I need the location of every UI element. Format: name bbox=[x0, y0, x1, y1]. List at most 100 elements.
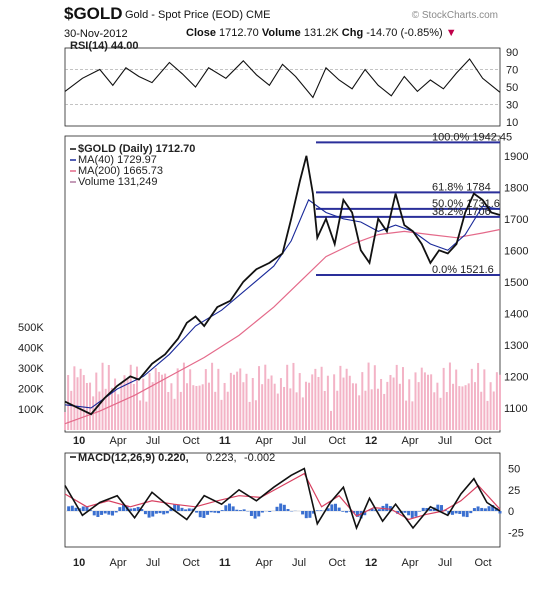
volume-bar bbox=[442, 367, 445, 430]
macd-histogram-bar bbox=[334, 503, 338, 511]
volume-bar bbox=[95, 372, 98, 430]
macd-histogram-bar bbox=[143, 511, 147, 515]
volume-bar bbox=[204, 369, 207, 430]
volume-bar bbox=[330, 410, 333, 430]
macd-panel: -25 0 25 50 MACD(12,26,9) 0.220, 0.223, -0.002… bbox=[64, 452, 524, 569]
volume-bar bbox=[423, 372, 426, 430]
volume-bar bbox=[467, 383, 470, 430]
macd-histogram-bar bbox=[355, 511, 359, 517]
volume-bar bbox=[461, 386, 464, 430]
volume-bar bbox=[145, 401, 148, 430]
macd-histogram-bar bbox=[209, 511, 213, 513]
volume-bar bbox=[364, 390, 367, 430]
macd-histogram-bar bbox=[268, 511, 272, 512]
close-value: 1712.70 bbox=[219, 27, 259, 39]
macd-histogram-bar bbox=[74, 507, 78, 511]
macd-histogram-bar bbox=[385, 503, 389, 511]
volume-tick-label: 400K bbox=[18, 343, 44, 355]
macd-x-tick-label: Apr bbox=[256, 557, 273, 569]
macd-histogram-bar bbox=[140, 509, 144, 511]
macd-x-tick-label: Jul bbox=[438, 557, 452, 569]
price-x-tick-label: 11 bbox=[219, 435, 231, 447]
macd-histogram-bar bbox=[476, 506, 480, 511]
macd-histogram-bar bbox=[260, 511, 264, 513]
macd-histogram-bar bbox=[235, 509, 239, 511]
volume-bar bbox=[339, 365, 342, 430]
chart-header: $GOLD Gold - Spot Price (EOD) CME © Stoc… bbox=[0, 0, 554, 44]
rsi-line bbox=[64, 58, 501, 99]
volume-bar bbox=[283, 386, 286, 430]
volume-bar bbox=[439, 397, 442, 430]
macd-histogram-bar bbox=[469, 511, 473, 514]
macd-histogram-bar bbox=[377, 509, 381, 511]
symbol-title[interactable]: $GOLD bbox=[64, 4, 123, 23]
volume-bar bbox=[167, 392, 170, 430]
volume-bar bbox=[477, 362, 480, 430]
price-tick-label: 1600 bbox=[504, 245, 528, 257]
macd-histogram-bar bbox=[165, 511, 169, 514]
volume-bar bbox=[401, 367, 404, 430]
macd-histogram-bar bbox=[96, 511, 100, 517]
volume-bar bbox=[270, 375, 273, 430]
macd-histogram-bar bbox=[224, 505, 228, 511]
price-x-tick-label: 10 bbox=[73, 435, 85, 447]
macd-histogram-bar bbox=[279, 503, 283, 511]
volume-bar bbox=[455, 369, 458, 430]
fib-level-label: 38.2% 1706 bbox=[432, 206, 491, 218]
volume-bar bbox=[445, 392, 448, 430]
macd-tick-label: 0 bbox=[508, 506, 514, 518]
volume-bar bbox=[73, 366, 76, 430]
volume-bar bbox=[189, 369, 192, 430]
macd-histogram-bar bbox=[465, 511, 469, 518]
macd-histogram-bar bbox=[184, 509, 188, 511]
macd-x-tick-label: Apr bbox=[110, 557, 127, 569]
macd-histogram-bar bbox=[147, 511, 151, 518]
volume-bar bbox=[314, 368, 317, 430]
macd-histogram-bar bbox=[151, 511, 155, 517]
macd-histogram-bar bbox=[92, 511, 96, 516]
symbol-description: Gold - Spot Price (EOD) CME bbox=[125, 9, 271, 21]
macd-histogram-bar bbox=[312, 511, 316, 514]
volume-bar bbox=[217, 368, 220, 430]
volume-bar bbox=[361, 372, 364, 430]
macd-histogram-bar bbox=[67, 506, 71, 511]
macd-x-tick-label: Apr bbox=[402, 557, 419, 569]
macd-histogram-bar bbox=[418, 511, 422, 512]
volume-bar bbox=[276, 393, 279, 430]
price-legend-entry: Volume 131,249 bbox=[78, 176, 158, 188]
macd-histogram-bar bbox=[344, 511, 348, 513]
volume-bar bbox=[126, 378, 129, 430]
volume-bar bbox=[151, 382, 154, 430]
volume-bar bbox=[323, 390, 326, 430]
volume-bar bbox=[367, 362, 370, 430]
volume-bar bbox=[333, 374, 336, 430]
macd-histogram-bar bbox=[421, 507, 425, 511]
volume-bar bbox=[298, 373, 301, 430]
macd-x-tick-label: Oct bbox=[183, 557, 200, 569]
volume-bar bbox=[164, 373, 167, 430]
volume-bar bbox=[192, 385, 195, 430]
volume-bar bbox=[117, 394, 120, 430]
price-tick-label: 1500 bbox=[504, 277, 528, 289]
volume-bar bbox=[483, 369, 486, 430]
macd-histogram-bar bbox=[436, 504, 440, 511]
macd-histogram-bar bbox=[202, 511, 206, 518]
volume-bar bbox=[251, 378, 254, 430]
volume-bar bbox=[254, 400, 257, 430]
fib-level-label: 61.8% 1784 bbox=[432, 181, 491, 193]
volume-bar bbox=[317, 376, 320, 430]
volume-bar bbox=[173, 398, 176, 430]
volume-bar bbox=[427, 374, 430, 430]
volume-bar bbox=[433, 392, 436, 430]
macd-histogram-bar bbox=[487, 506, 491, 511]
price-x-tick-label: Apr bbox=[110, 435, 127, 447]
macd-histogram-bar bbox=[363, 511, 367, 516]
volume-bar bbox=[289, 388, 292, 430]
volume-bar bbox=[64, 412, 66, 430]
volume-bar bbox=[248, 401, 251, 430]
price-x-tick-label: Jul bbox=[146, 435, 160, 447]
volume-bar bbox=[198, 385, 201, 430]
volume-bar bbox=[386, 381, 389, 430]
volume-bar bbox=[380, 378, 383, 430]
volume-bar bbox=[170, 383, 173, 430]
